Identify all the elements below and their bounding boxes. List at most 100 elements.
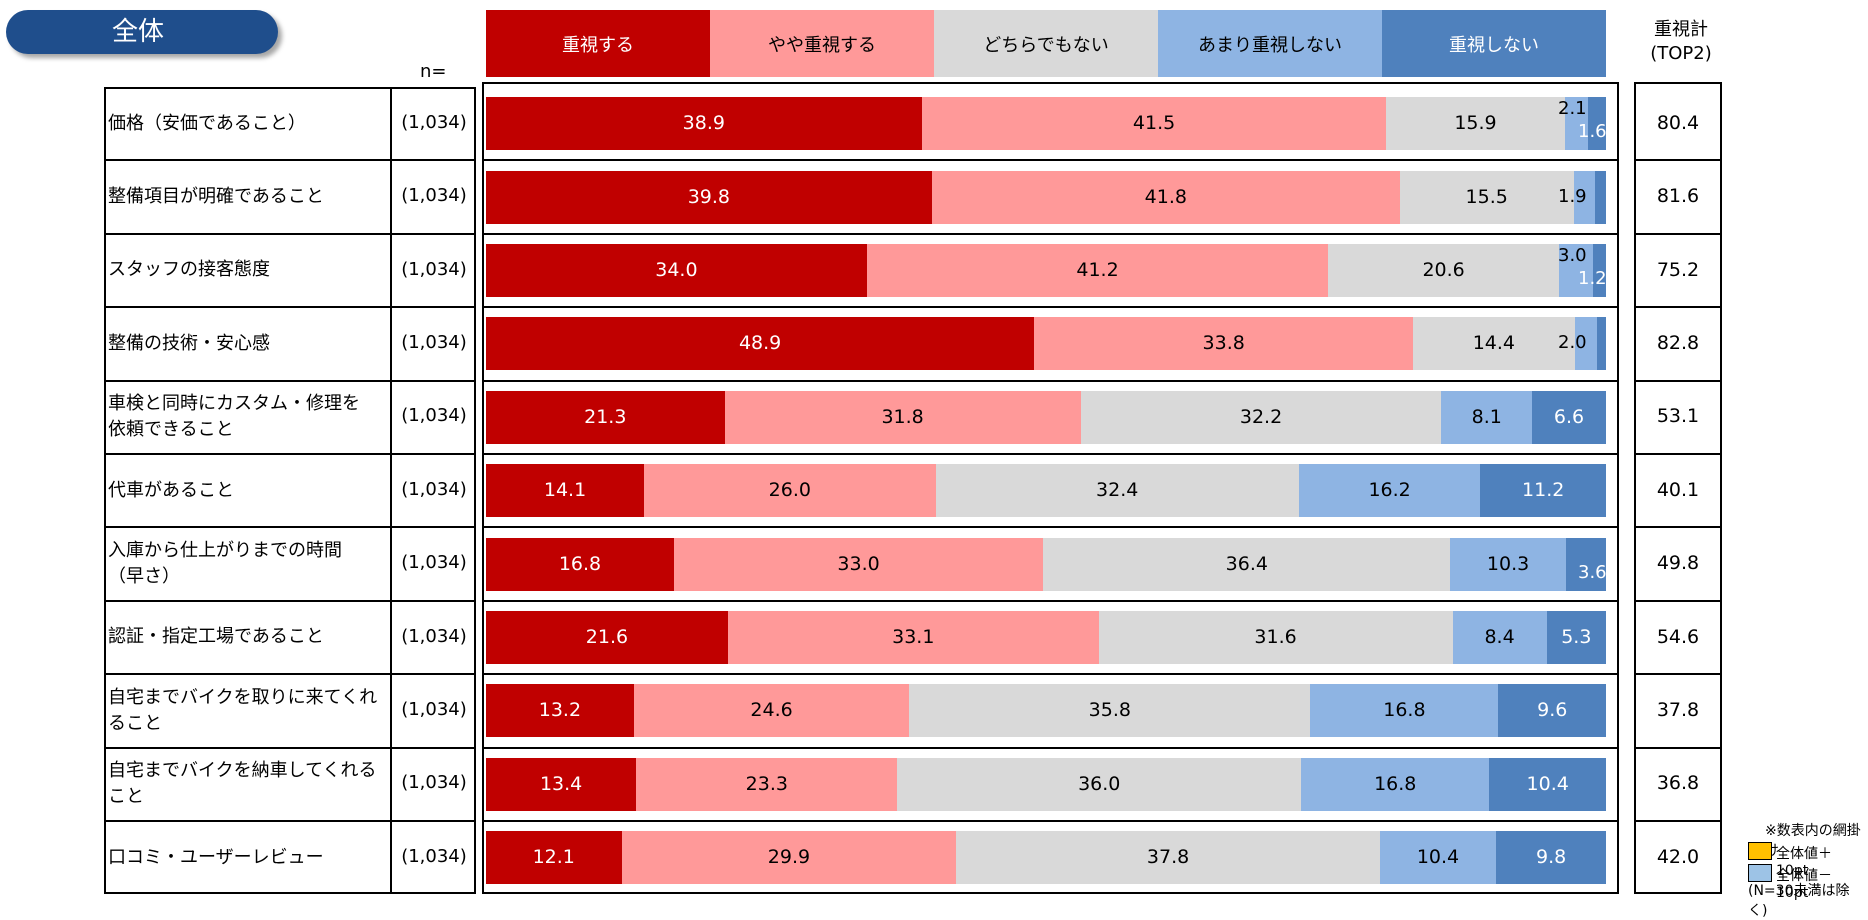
- data-label: 10.3: [1486, 552, 1530, 575]
- bar-segment: [486, 390, 725, 444]
- row-divider: [1634, 820, 1722, 822]
- data-label: 3.0: [1558, 245, 1587, 266]
- data-label: 41.2: [1076, 259, 1119, 281]
- data-label: 1.2: [1578, 268, 1607, 289]
- data-label: 16.8: [1374, 772, 1417, 795]
- data-label: 8.4: [1484, 626, 1515, 648]
- bar-segment: [486, 464, 645, 518]
- row-label: 価格（安価であること）: [108, 87, 388, 160]
- data-label: 37.8: [1146, 846, 1190, 869]
- bar-segment: [1452, 611, 1547, 664]
- data-label: 33.1: [892, 626, 935, 648]
- row-divider: [482, 599, 1619, 602]
- top2-header: 重視計 (TOP2): [1626, 18, 1736, 66]
- bar-segment: [956, 831, 1380, 885]
- row-top2: 75.2: [1656, 258, 1700, 281]
- bar-segment: [1043, 537, 1451, 591]
- legend-item-4: あまり重視しない: [1158, 10, 1382, 77]
- row-label-line: 価格（安価であること）: [108, 112, 306, 134]
- row-top2: 36.8: [1656, 772, 1700, 795]
- row-n: (1,034): [401, 552, 467, 574]
- data-label: 15.9: [1454, 112, 1497, 135]
- row-label-line: 整備の技術・安心感: [108, 332, 270, 354]
- data-label: 5.3: [1561, 626, 1592, 648]
- data-label: 41.8: [1144, 185, 1187, 208]
- row-top2: 82.8: [1656, 331, 1700, 354]
- data-label: 35.8: [1088, 699, 1131, 722]
- data-label: 41.5: [1132, 112, 1176, 135]
- row-top2: 37.8: [1656, 698, 1700, 721]
- segment-tab[interactable]: 全体: [6, 10, 278, 54]
- bar-area: [482, 82, 1619, 894]
- bar-segment: [673, 537, 1044, 591]
- bar-segment: [909, 684, 1311, 738]
- row-top2: 42.0: [1656, 845, 1700, 868]
- row-divider: [104, 746, 476, 749]
- data-label: 24.6: [750, 699, 793, 722]
- row-label-line: 自宅までバイクを納車してくれること: [108, 760, 377, 808]
- bar-segment: [935, 464, 1299, 518]
- data-label: 2.1: [1558, 98, 1587, 120]
- data-label: 10.4: [1416, 846, 1460, 869]
- data-label: 32.4: [1096, 479, 1139, 502]
- bar-segment: [486, 611, 728, 664]
- row-divider: [482, 379, 1619, 382]
- bar-segment: [1413, 317, 1575, 371]
- note-exclusion: (N=30未満は除く): [1748, 883, 1850, 919]
- row-n: (1,034): [401, 331, 467, 353]
- row-label-line: スタッフの接客態度: [108, 259, 270, 281]
- bar-segment: [1558, 244, 1593, 297]
- label-table: [104, 87, 476, 894]
- note-down-swatch: [1748, 864, 1772, 882]
- bar-segment: [727, 611, 1099, 664]
- data-label: 36.4: [1225, 552, 1268, 575]
- data-label: 38.9: [682, 112, 725, 135]
- bar-segment: [1480, 464, 1606, 518]
- data-label: 33.8: [1202, 332, 1245, 355]
- row-label: 整備の技術・安心感: [108, 307, 388, 380]
- data-label: 16.2: [1368, 479, 1411, 502]
- data-label: 15.5: [1465, 185, 1508, 208]
- row-divider: [482, 820, 1619, 822]
- data-label: 21.3: [584, 405, 627, 428]
- data-label: 34.0: [655, 259, 698, 281]
- data-label: 14.1: [543, 479, 587, 502]
- bar-segment: [621, 831, 957, 885]
- row-divider: [1634, 159, 1722, 162]
- note-up-swatch: [1748, 842, 1772, 860]
- n-header: n=: [420, 61, 447, 82]
- row-divider: [104, 232, 476, 235]
- row-divider: [1634, 746, 1722, 749]
- row-divider: [104, 453, 476, 455]
- row-label-text: スタッフの接客態度: [108, 257, 270, 283]
- row-divider: [1634, 526, 1722, 529]
- row-divider: [482, 232, 1619, 235]
- bar-segment: [1328, 244, 1559, 297]
- bar-segment: [921, 97, 1387, 151]
- row-label-text: 自宅までバイクを取りに来てくれること: [108, 685, 388, 737]
- row-label-line: 口コミ・ユーザーレビュー: [108, 846, 324, 868]
- note-up-label: 全体値＋ 10pt: [1776, 846, 1832, 879]
- bar-segment: [486, 97, 922, 151]
- data-label: 14.4: [1472, 332, 1516, 355]
- row-label: 代車があること: [108, 454, 388, 527]
- bar-segment: [1573, 170, 1595, 224]
- row-label-text: 代車があること: [108, 478, 234, 504]
- top2-header-line2: (TOP2): [1650, 43, 1712, 64]
- row-label: 自宅までバイクを取りに来てくれること: [108, 674, 388, 747]
- data-label: 9.8: [1536, 846, 1567, 869]
- data-label: 21.6: [585, 626, 629, 648]
- row-label-text: 認証・指定工場であること: [108, 624, 324, 650]
- bar-segment: [931, 170, 1400, 224]
- row-n: (1,034): [401, 845, 467, 867]
- row-divider: [104, 306, 476, 309]
- row-divider: [104, 599, 476, 602]
- row-n: (1,034): [401, 772, 467, 794]
- row-label-line: 入庫から仕上がりまでの時間: [108, 540, 342, 562]
- bar-segment: [486, 317, 1035, 371]
- data-label: 1.9: [1558, 185, 1587, 207]
- bar-segment: [1441, 390, 1533, 444]
- data-label: 29.9: [767, 846, 811, 869]
- bar-segment: [1597, 317, 1606, 371]
- row-top2: 49.8: [1656, 552, 1700, 575]
